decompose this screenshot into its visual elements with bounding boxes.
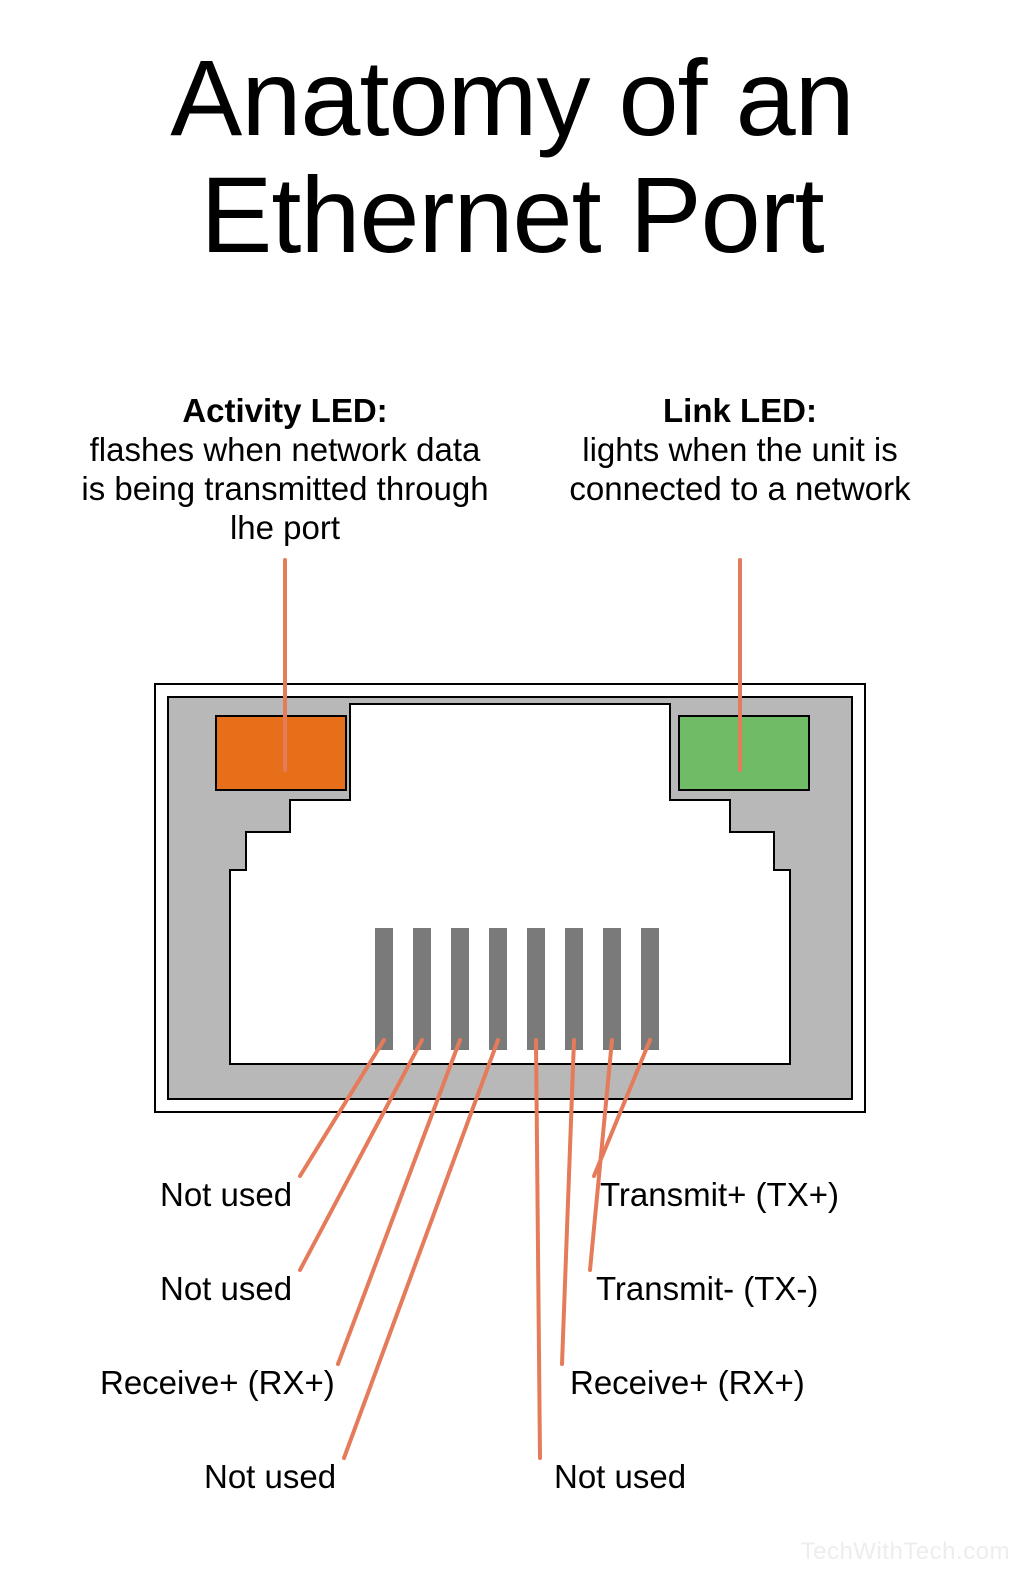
pin-label-left-4: Not used: [204, 1458, 336, 1496]
ethernet-port-diagram: [0, 0, 1024, 1576]
pin-label-right-4: Not used: [554, 1458, 686, 1496]
pin-6: [565, 928, 583, 1050]
pin-label-right-1: Transmit+ (TX+): [600, 1176, 839, 1214]
link-led: [679, 716, 809, 790]
diagram-page: Anatomy of an Ethernet Port Activity LED…: [0, 0, 1024, 1576]
watermark: TechWithTech.com: [801, 1538, 1010, 1566]
pin-5: [527, 928, 545, 1050]
pin-4: [489, 928, 507, 1050]
pin-2: [413, 928, 431, 1050]
pin-label-left-2: Not used: [160, 1270, 292, 1308]
pin-label-right-2: Transmit- (TX-): [596, 1270, 818, 1308]
pin-label-right-3: Receive+ (RX+): [570, 1364, 805, 1402]
pin-label-left-1: Not used: [160, 1176, 292, 1214]
pin-label-left-3: Receive+ (RX+): [100, 1364, 335, 1402]
activity-led: [216, 716, 346, 790]
pin-8: [641, 928, 659, 1050]
pin-1: [375, 928, 393, 1050]
pin-3: [451, 928, 469, 1050]
pin-7: [603, 928, 621, 1050]
